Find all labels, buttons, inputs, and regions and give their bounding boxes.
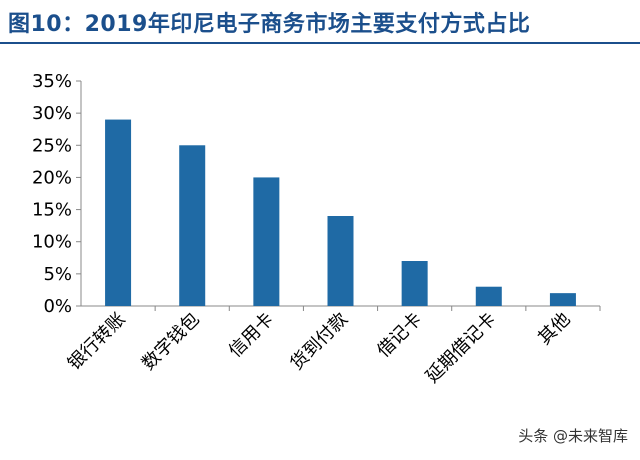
x-category-label: 延期借记卡 [422, 309, 500, 387]
y-tick-label: 35% [32, 71, 72, 92]
y-tick-label: 30% [32, 103, 72, 124]
watermark: 头条 @未来智库 [518, 427, 628, 445]
y-axis-ticks: 0% 5% 10% 15% 20% 25% 30% 35% [32, 71, 81, 317]
chart-bars [105, 119, 576, 306]
title-underline [0, 42, 640, 44]
x-category-label: 信用卡 [225, 309, 278, 362]
y-tick-label: 25% [32, 135, 72, 156]
bar [253, 177, 280, 306]
bar [475, 286, 502, 306]
bar [327, 216, 354, 306]
bar [549, 293, 576, 306]
x-category-label: 数字钱包 [138, 309, 204, 375]
x-category-label: 银行转账 [64, 309, 130, 375]
bar [179, 145, 206, 306]
y-tick-label: 10% [32, 232, 72, 253]
x-category-label: 借记卡 [373, 309, 426, 362]
bar [401, 261, 428, 306]
bar [105, 119, 132, 306]
y-tick-label: 15% [32, 200, 72, 221]
y-tick-label: 5% [43, 264, 72, 285]
y-tick-label: 0% [43, 296, 72, 317]
x-category-label: 其他 [534, 309, 574, 349]
chart-title: 图10：2019年印尼电子商务市场主要支付方式占比 [8, 12, 531, 37]
y-tick-label: 20% [32, 167, 72, 188]
x-category-label: 货到付款 [286, 309, 352, 375]
